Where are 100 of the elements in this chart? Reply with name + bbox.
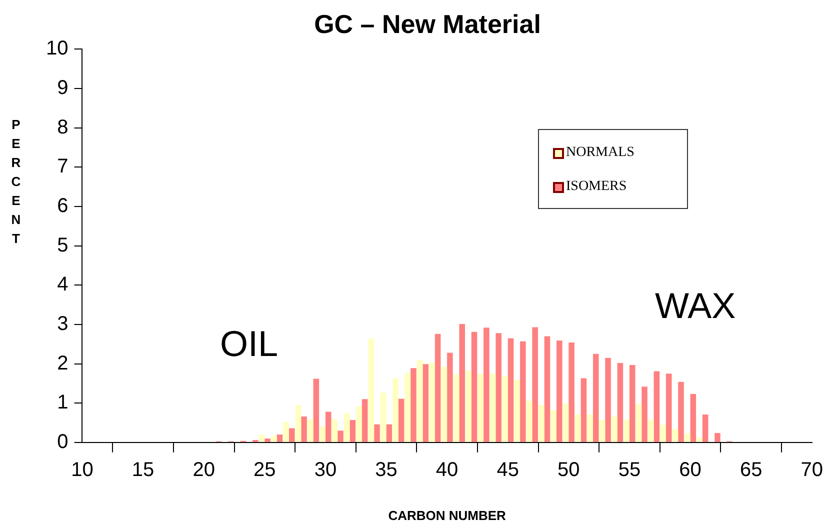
bar <box>526 400 532 442</box>
bar <box>380 392 386 442</box>
y-tick-label: 1 <box>57 392 68 414</box>
bar <box>702 414 708 442</box>
bar <box>642 386 648 442</box>
bar <box>288 428 295 442</box>
bar <box>490 374 496 442</box>
annotation: WAX <box>655 285 736 326</box>
bar <box>672 429 678 442</box>
y-tick-label: 9 <box>57 77 68 100</box>
bar <box>684 433 690 442</box>
bar <box>410 368 416 442</box>
y-tick-label: 0 <box>57 430 68 453</box>
bar <box>313 378 320 442</box>
bar <box>471 332 478 442</box>
bar <box>429 362 435 442</box>
bar <box>453 374 460 442</box>
bar <box>654 371 660 442</box>
bar <box>398 398 404 442</box>
bar <box>276 434 283 442</box>
bar <box>422 364 429 442</box>
bar <box>258 434 265 442</box>
bar <box>447 352 453 442</box>
bar <box>271 436 277 442</box>
bar <box>404 372 411 442</box>
y-tick-label: 4 <box>57 274 68 296</box>
bar <box>678 382 684 442</box>
bar <box>502 376 508 442</box>
bar <box>320 426 326 442</box>
bar <box>592 354 599 442</box>
bar <box>624 420 630 442</box>
bar <box>332 419 338 442</box>
x-tick-label: 20 <box>192 458 215 481</box>
bar <box>356 406 362 442</box>
bar <box>434 334 441 442</box>
bar <box>386 424 392 442</box>
bar <box>362 399 368 442</box>
y-tick-label: 3 <box>57 312 68 335</box>
bar <box>562 403 569 442</box>
annotation: OIL <box>220 323 278 364</box>
bar <box>374 424 380 442</box>
x-tick-label: 65 <box>740 458 762 481</box>
x-tick-label: 60 <box>679 458 702 481</box>
bar <box>648 420 654 442</box>
bar <box>301 416 307 442</box>
bar <box>459 324 465 442</box>
bar <box>599 420 606 442</box>
bar <box>264 438 270 442</box>
bar <box>538 405 544 442</box>
bar <box>496 333 502 442</box>
bar <box>605 358 611 442</box>
bar <box>568 342 574 442</box>
bar <box>283 422 289 442</box>
bar <box>617 362 624 442</box>
bar <box>416 360 423 442</box>
x-tick-label: 45 <box>496 458 519 481</box>
bar <box>484 328 490 442</box>
bar <box>696 438 702 442</box>
x-tick-label: 35 <box>375 458 398 481</box>
bar <box>580 378 587 442</box>
bar <box>612 416 618 442</box>
x-tick-label: 55 <box>618 458 641 481</box>
legend-label: NORMALS <box>566 145 634 161</box>
x-tick-label: 70 <box>800 458 823 481</box>
bar <box>532 327 538 442</box>
bar <box>514 380 520 442</box>
x-tick-label: 25 <box>254 458 276 481</box>
bar <box>629 364 636 442</box>
bar <box>308 420 314 442</box>
bar <box>550 410 557 442</box>
bar <box>544 336 550 442</box>
bar <box>325 412 332 442</box>
bar <box>575 414 581 442</box>
x-tick-label: 15 <box>132 458 154 481</box>
y-axis-title: PERCENT <box>10 116 22 248</box>
x-tick-label: 10 <box>71 458 94 481</box>
y-tick-label: 6 <box>57 194 68 217</box>
legend-label: ISOMERS <box>566 179 627 195</box>
bar <box>441 366 448 442</box>
bar <box>350 420 356 442</box>
x-tick-label: 30 <box>314 458 337 481</box>
bar <box>636 404 642 442</box>
bar <box>666 374 672 442</box>
y-tick-label: 2 <box>57 352 68 374</box>
bar <box>338 430 344 442</box>
y-tick-label: 10 <box>46 38 68 60</box>
bar <box>587 414 593 442</box>
y-tick-label: 8 <box>57 116 68 138</box>
bar <box>508 338 514 442</box>
x-tick-label: 40 <box>436 458 458 481</box>
chart-title: GC – New Material <box>314 8 541 39</box>
bar <box>714 432 720 442</box>
bar <box>295 405 302 442</box>
bar <box>478 374 484 442</box>
bar <box>660 424 666 442</box>
x-tick-label: 50 <box>558 458 580 481</box>
bar <box>556 340 562 442</box>
bar <box>368 338 374 442</box>
y-tick-label: 7 <box>57 156 68 178</box>
bar <box>344 413 350 442</box>
